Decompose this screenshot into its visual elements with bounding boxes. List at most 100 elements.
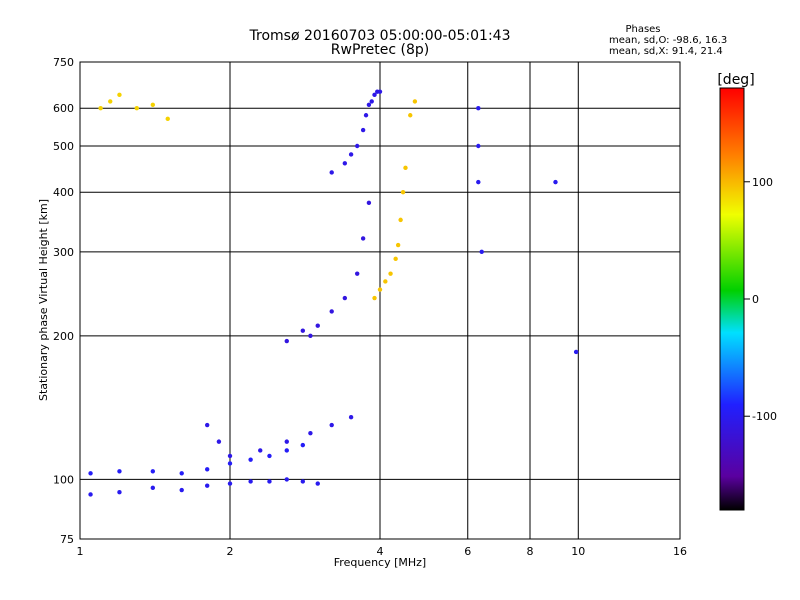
data-point — [117, 490, 122, 495]
y-tick-label: 75 — [60, 533, 74, 546]
data-point — [150, 469, 156, 474]
data-point — [315, 481, 320, 486]
data-point — [476, 179, 481, 185]
data-point — [179, 487, 184, 493]
y-tick-label: 600 — [53, 102, 74, 115]
data-point — [372, 295, 377, 301]
data-point — [227, 453, 233, 459]
data-point — [388, 271, 393, 276]
data-point — [348, 415, 354, 420]
data-point — [369, 99, 374, 104]
data-point — [284, 338, 289, 344]
data-point — [354, 143, 360, 149]
y-tick-label: 100 — [53, 473, 74, 486]
x-tick-label: 2 — [227, 545, 234, 558]
x-tick-label: 1 — [77, 545, 84, 558]
data-point — [400, 190, 406, 195]
data-point — [204, 467, 210, 472]
data-point — [377, 287, 383, 292]
x-tick-label: 4 — [377, 545, 384, 558]
x-tick-label: 16 — [673, 545, 687, 558]
data-point — [553, 179, 558, 185]
phase-stats-o: mean, sd,O: -98.6, 16.3 — [609, 35, 727, 46]
data-point — [204, 483, 210, 488]
data-point — [216, 439, 222, 444]
data-point — [329, 309, 334, 314]
data-point — [284, 477, 289, 482]
data-point — [248, 457, 253, 462]
colorbar — [719, 87, 745, 511]
x-tick-label: 6 — [464, 545, 471, 558]
data-point — [227, 481, 233, 486]
data-point — [308, 333, 313, 339]
data-point — [108, 99, 113, 104]
y-axis-ticks: 75 100 200 300 400 500 600 750 — [53, 56, 74, 546]
y-tick-label: 300 — [53, 246, 74, 259]
x-tick-label: 10 — [571, 545, 585, 558]
data-point — [117, 469, 122, 474]
data-point — [315, 323, 320, 328]
data-point — [284, 439, 289, 444]
colorbar-tick-label: 100 — [752, 176, 773, 189]
data-point — [98, 106, 103, 111]
data-point — [329, 170, 334, 175]
data-point — [88, 492, 93, 497]
data-point — [300, 328, 306, 333]
data-point — [398, 217, 403, 223]
data-point — [134, 106, 139, 111]
data-point — [412, 99, 418, 104]
data-point — [204, 422, 210, 428]
phase-stats-x: mean, sd,X: 91.4, 21.4 — [609, 46, 723, 57]
data-point — [395, 242, 401, 248]
data-point — [267, 453, 272, 459]
y-tick-label: 400 — [53, 186, 74, 199]
data-point — [300, 442, 306, 448]
data-point — [300, 479, 306, 484]
colorbar-label: [deg] — [717, 72, 754, 88]
data-point — [267, 479, 272, 484]
data-point — [342, 295, 348, 301]
data-point — [476, 143, 481, 149]
grid-lines — [79, 61, 681, 540]
y-tick-label: 200 — [53, 330, 74, 343]
data-point — [360, 236, 366, 241]
data-point — [408, 113, 413, 118]
data-point — [372, 92, 377, 98]
colorbar-tick-label: -100 — [752, 410, 777, 423]
y-tick-label: 500 — [53, 140, 74, 153]
data-point — [354, 271, 360, 276]
data-points — [88, 89, 579, 497]
data-point — [363, 113, 369, 118]
data-point — [117, 92, 122, 98]
data-point — [308, 430, 313, 436]
data-point — [476, 106, 481, 111]
data-point — [360, 127, 366, 133]
y-axis-label: Stationary phase Virtual Height [km] — [37, 199, 50, 401]
data-point — [342, 161, 348, 166]
data-point — [248, 479, 253, 484]
y-tick-label: 750 — [53, 56, 74, 69]
data-point — [383, 279, 388, 284]
data-point — [165, 116, 170, 122]
data-point — [573, 349, 579, 355]
x-axis-label: Frequency [MHz] — [334, 556, 426, 569]
colorbar-tick-label: 0 — [752, 293, 759, 306]
data-point — [366, 102, 372, 108]
colorbar-ticks: 100 0 -100 — [744, 176, 777, 423]
x-tick-label: 8 — [527, 545, 534, 558]
chart-title: Tromsø 20160703 05:00:00-05:01:43 — [249, 28, 511, 44]
phase-stats-heading: Phases — [625, 24, 660, 35]
data-point — [179, 471, 184, 476]
data-point — [150, 485, 156, 491]
data-point — [393, 256, 398, 262]
data-point — [329, 422, 334, 428]
data-point — [88, 471, 93, 476]
data-point — [377, 89, 383, 94]
data-point — [284, 448, 289, 453]
data-point — [348, 152, 354, 157]
x-axis-ticks: 1 2 4 6 8 10 16 — [77, 545, 688, 558]
data-point — [479, 249, 484, 255]
data-point — [150, 102, 156, 108]
plot-frame — [79, 61, 681, 540]
